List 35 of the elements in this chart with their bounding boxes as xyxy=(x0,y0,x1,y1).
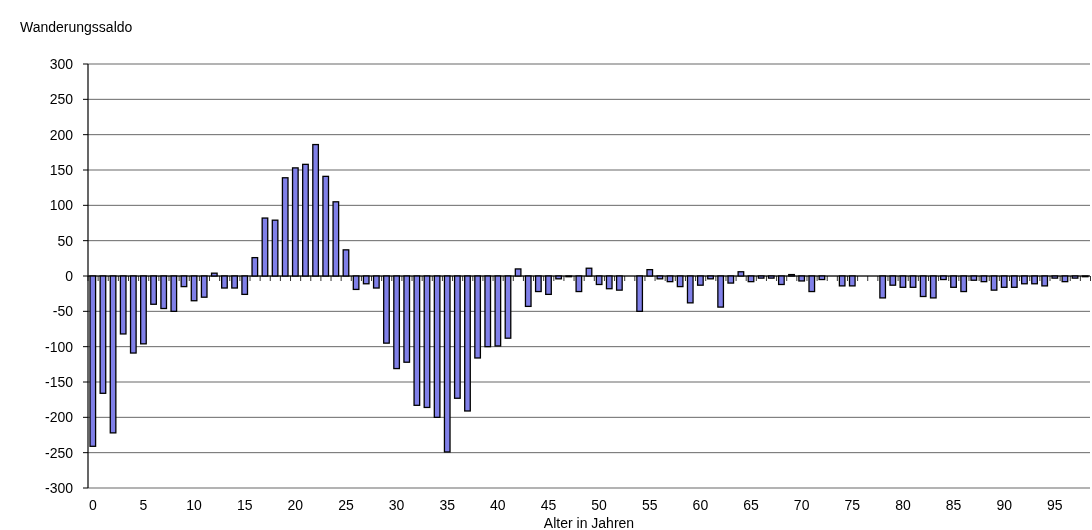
x-tick-label: 25 xyxy=(338,497,354,513)
x-tick-label: 30 xyxy=(388,497,405,513)
y-tick-label: -300 xyxy=(44,479,74,496)
y-tick-label: 0 xyxy=(65,267,74,284)
x-tick-label: 40 xyxy=(490,497,506,513)
x-tick-label: 85 xyxy=(945,497,962,513)
y-tick-label: 300 xyxy=(49,55,74,72)
x-tick-label: 35 xyxy=(439,497,456,513)
y-tick-label: 200 xyxy=(49,126,74,143)
y-tick-label: -200 xyxy=(44,409,74,426)
x-tick-label: 60 xyxy=(692,497,709,513)
x-tick-label: 55 xyxy=(641,497,658,513)
y-tick-label: -150 xyxy=(44,373,74,390)
x-tick-label: 80 xyxy=(895,497,911,513)
y-tick-label: -50 xyxy=(52,303,74,320)
x-tick-label: 20 xyxy=(287,497,304,513)
x-tick-label: 0 xyxy=(88,497,97,513)
y-tick-label: 50 xyxy=(57,232,74,249)
y-tick-label: -100 xyxy=(44,338,74,355)
x-tick-label: 50 xyxy=(591,497,608,513)
x-tick-label: 70 xyxy=(793,497,810,513)
y-tick-label: 250 xyxy=(49,91,74,108)
y-tick-label: 100 xyxy=(49,197,74,214)
x-tick-label: 10 xyxy=(186,497,203,513)
x-tick-label: 45 xyxy=(540,497,557,513)
x-tick-label: 65 xyxy=(743,497,760,513)
x-tick-label: 5 xyxy=(139,497,148,513)
x-axis-title: Alter in Jahren xyxy=(543,515,635,530)
x-tick-label: 75 xyxy=(844,497,861,513)
x-tick-label: 95 xyxy=(1047,497,1063,513)
y-tick-label: -250 xyxy=(44,444,74,461)
x-tick-label: 90 xyxy=(996,497,1013,513)
y-axis-title: Wanderungssaldo xyxy=(20,19,133,35)
y-tick-label: 150 xyxy=(49,161,74,178)
x-tick-label: 15 xyxy=(236,497,253,513)
